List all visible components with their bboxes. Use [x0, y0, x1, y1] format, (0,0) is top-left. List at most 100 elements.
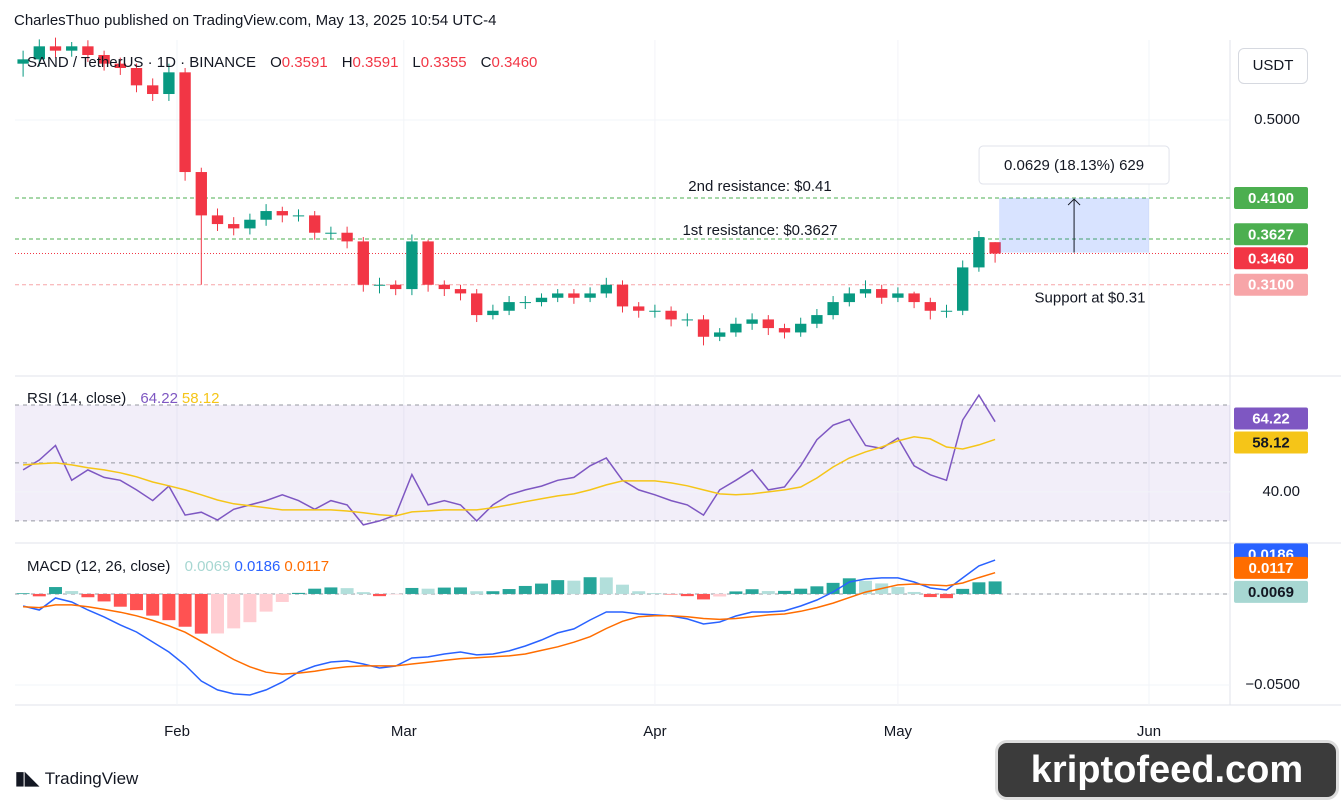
histogram-bar: [680, 593, 694, 597]
histogram-bar: [891, 587, 905, 594]
candle-body: [616, 284, 629, 307]
price-label-bg: [1234, 223, 1308, 246]
histogram-bar: [194, 593, 208, 634]
y-tick-label: 0.5000: [1254, 111, 1300, 128]
histogram-bar: [502, 589, 516, 594]
candle-body: [876, 289, 888, 298]
candle-body: [341, 232, 353, 242]
candle-body: [17, 59, 29, 64]
candle-body: [147, 85, 159, 95]
x-tick-label: Feb: [164, 723, 190, 740]
ohlc-key: L: [412, 54, 421, 71]
histogram-bar: [211, 593, 224, 634]
histogram-bar: [227, 593, 241, 629]
histogram-bar: [988, 581, 1002, 594]
histogram-bar: [373, 593, 386, 597]
price-label-bg: [1234, 580, 1308, 603]
candle-body: [390, 284, 402, 290]
histogram-bar: [324, 587, 338, 594]
histogram-bar: [259, 593, 273, 612]
ohlc-value: 0.3460: [491, 54, 538, 71]
candle-body: [762, 319, 774, 329]
histogram-bar: [454, 587, 467, 594]
candle-body: [633, 306, 645, 311]
candle-body: [260, 211, 272, 220]
candle-body: [276, 211, 288, 216]
candle-body: [989, 242, 1001, 254]
ohlc-key: O: [270, 54, 282, 71]
x-tick-label: Apr: [643, 723, 666, 740]
y-tick-label: 40.00: [1262, 483, 1300, 500]
candle-body: [325, 232, 337, 234]
histogram-bar: [486, 591, 500, 594]
x-tick-label: May: [884, 723, 913, 740]
histogram-bar: [518, 585, 532, 594]
candle-body: [309, 215, 321, 233]
price-label: 64.22: [1252, 411, 1290, 428]
histogram-bar: [389, 593, 403, 595]
histogram-bar: [65, 591, 79, 594]
histogram-bar: [842, 578, 856, 594]
price-label-bg: [1234, 407, 1308, 430]
macd-legend: MACD (12, 26, close) 0.0069 0.0186 0.0117: [27, 558, 333, 575]
histogram-bar: [794, 588, 808, 594]
histogram-bar: [243, 593, 257, 623]
histogram-bar: [178, 593, 192, 627]
histogram-bar: [275, 593, 289, 602]
macd-title: MACD (12, 26, close): [27, 558, 171, 575]
histogram-bar: [421, 588, 435, 594]
candle-body: [649, 310, 661, 312]
candle-body: [811, 315, 823, 324]
price-label: 0.4100: [1248, 190, 1294, 207]
candle-body: [211, 215, 224, 225]
publisher: CharlesThuo published on TradingView.com…: [14, 12, 497, 29]
candle-body: [487, 310, 499, 316]
candle-body: [665, 310, 677, 320]
y-tick-label: −0.0500: [1245, 676, 1300, 693]
logo-text: TradingView: [44, 769, 139, 788]
currency-button[interactable]: USDT: [1238, 48, 1308, 84]
histogram-bar: [49, 587, 62, 594]
candle-body: [973, 237, 985, 268]
candle-body: [195, 172, 207, 216]
rsi-legend: RSI (14, close) 64.22 58.12: [27, 390, 223, 407]
ohlc-key: H: [341, 54, 353, 71]
candle-body: [438, 284, 450, 290]
histogram-bar: [729, 591, 743, 594]
candle-body: [697, 319, 710, 337]
histogram-bar: [778, 590, 791, 594]
price-label: 0.3627: [1248, 226, 1294, 243]
histogram-bar: [567, 580, 581, 594]
candle-body: [49, 46, 62, 51]
price-label-bg: [1234, 247, 1308, 270]
histogram-bar: [130, 593, 143, 611]
candle-body: [357, 241, 369, 285]
ohlc-item: C0.3460: [481, 54, 542, 71]
ohlc-value: 0.3591: [281, 54, 328, 71]
candle-body: [244, 219, 256, 229]
histogram-bar: [583, 577, 597, 594]
candle-body: [730, 323, 742, 333]
histogram-bar: [162, 593, 176, 621]
histogram-bar: [616, 584, 629, 594]
level-annotation: 2nd resistance: $0.41: [688, 178, 831, 195]
symbol-legend: SAND / TetherUS · 1D · BINANCE O0.3591 H0…: [27, 54, 545, 71]
ohlc-key: C: [480, 54, 492, 71]
candle-body: [778, 328, 791, 333]
price-label-bg: [1234, 431, 1308, 454]
ohlc-value: 0.3591: [352, 54, 399, 71]
measure-label-bg: [978, 145, 1170, 185]
candle-body: [892, 293, 904, 298]
macd-legend-value: 0.0117: [284, 558, 330, 575]
price-label: 58.12: [1252, 435, 1290, 452]
candle-body: [957, 267, 969, 311]
x-tick-label: Mar: [391, 723, 417, 740]
histogram-bar: [599, 577, 613, 594]
histogram-bar: [745, 589, 759, 594]
histogram-bar: [97, 593, 111, 602]
level-annotation: 1st resistance: $0.3627: [682, 222, 837, 239]
histogram-bar: [810, 586, 824, 594]
candle-body: [535, 297, 548, 303]
histogram-bar: [956, 588, 970, 594]
candle-body: [373, 284, 386, 286]
